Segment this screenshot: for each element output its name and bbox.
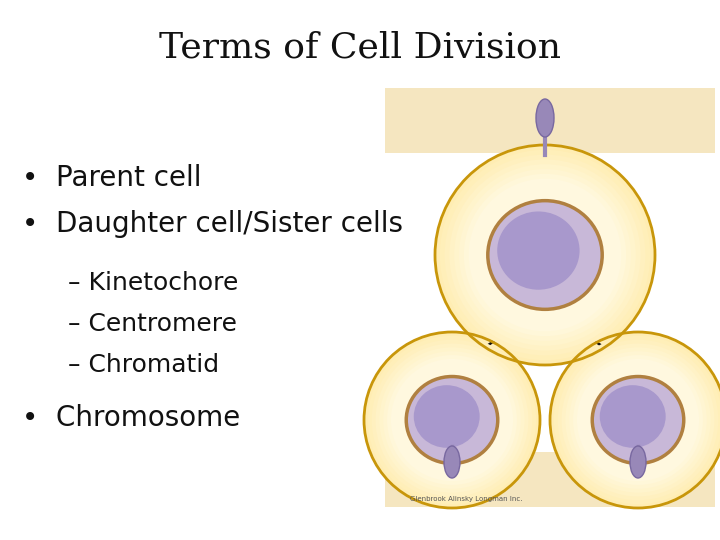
Ellipse shape [536,99,554,137]
Ellipse shape [414,385,480,448]
Ellipse shape [570,351,707,489]
Ellipse shape [469,179,621,332]
Ellipse shape [376,343,528,496]
Bar [385,88,715,153]
Ellipse shape [454,164,636,346]
Ellipse shape [379,347,525,492]
Ellipse shape [383,351,521,489]
Ellipse shape [558,340,719,500]
Text: •  Parent cell: • Parent cell [22,164,201,192]
Ellipse shape [387,355,517,485]
Ellipse shape [444,446,460,478]
Ellipse shape [459,169,631,341]
Ellipse shape [498,212,580,290]
Ellipse shape [550,332,720,508]
Ellipse shape [364,332,540,508]
Ellipse shape [368,336,536,504]
Text: Terms of Cell Division: Terms of Cell Division [159,30,561,64]
Ellipse shape [435,145,655,365]
Ellipse shape [630,446,646,478]
Ellipse shape [593,376,684,463]
Ellipse shape [391,359,513,481]
Ellipse shape [440,150,650,360]
Ellipse shape [573,355,703,485]
Text: Glenbrook Alinsky Longman Inc.: Glenbrook Alinsky Longman Inc. [410,496,523,502]
Text: •  Daughter cell/Sister cells: • Daughter cell/Sister cells [22,210,402,238]
Bar [385,452,715,507]
Ellipse shape [449,457,456,467]
Ellipse shape [488,201,602,309]
Ellipse shape [634,457,642,467]
Ellipse shape [406,376,498,463]
Ellipse shape [565,347,711,492]
Ellipse shape [577,359,699,481]
Ellipse shape [600,385,666,448]
Ellipse shape [372,340,532,500]
Ellipse shape [445,154,645,355]
Ellipse shape [562,343,714,496]
Text: •  Chromosome: • Chromosome [22,404,240,433]
Text: – Chromatid: – Chromatid [68,353,220,376]
Ellipse shape [464,174,626,336]
Ellipse shape [541,112,549,124]
Text: – Kinetochore: – Kinetochore [68,272,239,295]
Ellipse shape [554,336,720,504]
Ellipse shape [449,159,641,350]
Text: – Centromere: – Centromere [68,312,238,336]
